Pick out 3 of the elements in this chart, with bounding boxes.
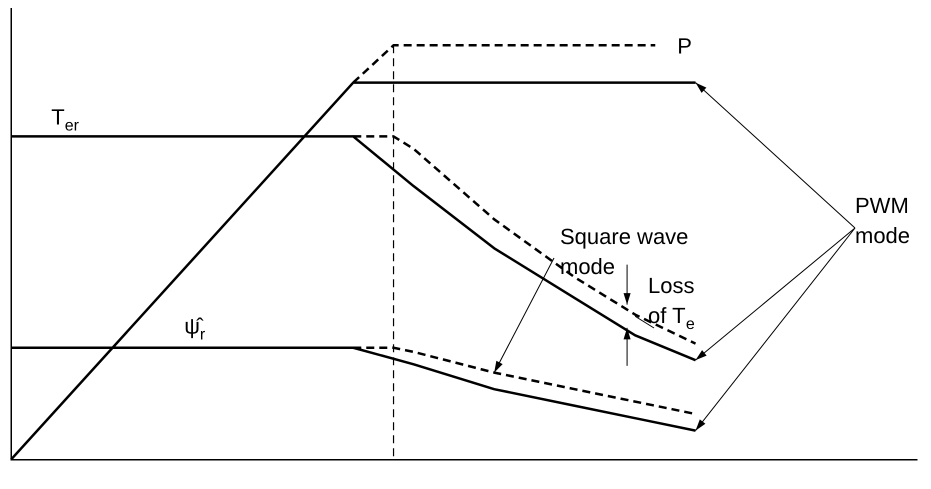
annotation: Square wave mode [560,224,688,279]
annotation: PWM mode [855,193,910,248]
series-label: P [677,33,692,58]
